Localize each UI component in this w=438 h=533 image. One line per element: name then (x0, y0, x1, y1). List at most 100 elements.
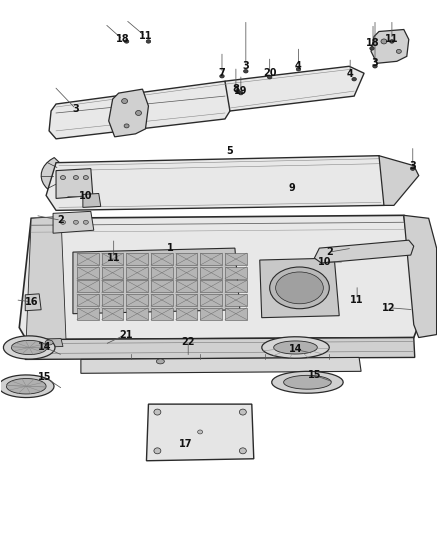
Polygon shape (77, 253, 99, 265)
Polygon shape (225, 253, 247, 265)
Ellipse shape (381, 39, 387, 44)
Text: 15: 15 (39, 372, 52, 382)
Polygon shape (176, 280, 198, 292)
Polygon shape (200, 253, 222, 265)
Text: 17: 17 (178, 439, 192, 449)
Text: 21: 21 (119, 329, 132, 340)
Text: 7: 7 (219, 68, 226, 78)
Polygon shape (272, 372, 343, 393)
Polygon shape (102, 266, 124, 279)
Polygon shape (126, 308, 148, 320)
Polygon shape (19, 215, 419, 340)
Text: 10: 10 (318, 257, 331, 267)
Polygon shape (102, 280, 124, 292)
Ellipse shape (390, 39, 394, 43)
Text: 20: 20 (263, 68, 276, 78)
Polygon shape (225, 294, 247, 306)
Polygon shape (126, 266, 148, 279)
Polygon shape (262, 337, 329, 358)
Polygon shape (53, 212, 94, 233)
Text: 16: 16 (25, 297, 38, 307)
Polygon shape (25, 294, 41, 311)
Ellipse shape (45, 340, 53, 345)
Polygon shape (151, 294, 173, 306)
Ellipse shape (244, 69, 248, 73)
Ellipse shape (74, 220, 78, 224)
Polygon shape (200, 266, 222, 279)
Ellipse shape (154, 409, 161, 415)
Ellipse shape (373, 64, 377, 68)
Ellipse shape (220, 75, 224, 78)
Text: 2: 2 (58, 215, 64, 225)
Polygon shape (200, 280, 222, 292)
Ellipse shape (296, 68, 301, 71)
Polygon shape (46, 156, 394, 211)
Polygon shape (151, 280, 173, 292)
Ellipse shape (239, 91, 243, 95)
Ellipse shape (198, 430, 203, 434)
Polygon shape (225, 308, 247, 320)
Polygon shape (77, 280, 99, 292)
Text: 18: 18 (366, 38, 380, 49)
Text: 14: 14 (39, 343, 52, 352)
Ellipse shape (135, 110, 141, 116)
Polygon shape (7, 378, 46, 394)
Polygon shape (176, 266, 198, 279)
Text: 11: 11 (350, 295, 364, 305)
Text: 3: 3 (410, 160, 416, 171)
Polygon shape (102, 308, 124, 320)
Text: 8: 8 (233, 84, 239, 94)
Text: 22: 22 (181, 336, 195, 346)
Ellipse shape (124, 124, 129, 128)
Ellipse shape (276, 272, 323, 304)
Text: 3: 3 (73, 104, 79, 114)
Ellipse shape (270, 267, 329, 309)
Text: 12: 12 (382, 303, 396, 313)
Polygon shape (379, 156, 419, 205)
Polygon shape (200, 308, 222, 320)
Ellipse shape (236, 90, 240, 93)
Polygon shape (81, 358, 361, 373)
Polygon shape (176, 294, 198, 306)
Ellipse shape (396, 50, 401, 53)
Polygon shape (49, 81, 230, 139)
Text: 3: 3 (243, 61, 249, 71)
Polygon shape (274, 341, 318, 354)
Polygon shape (151, 266, 173, 279)
Ellipse shape (60, 220, 65, 224)
Ellipse shape (83, 175, 88, 180)
Polygon shape (225, 66, 364, 111)
Ellipse shape (370, 47, 374, 50)
Text: 19: 19 (234, 86, 247, 96)
Polygon shape (284, 375, 331, 389)
Polygon shape (404, 215, 437, 337)
Ellipse shape (268, 76, 272, 79)
Polygon shape (56, 168, 93, 198)
Polygon shape (11, 341, 47, 354)
Polygon shape (41, 158, 92, 198)
Ellipse shape (60, 175, 65, 180)
Polygon shape (77, 294, 99, 306)
Ellipse shape (352, 77, 357, 81)
Text: 1: 1 (167, 243, 174, 253)
Ellipse shape (240, 409, 246, 415)
Text: 4: 4 (347, 69, 353, 79)
Polygon shape (77, 308, 99, 320)
Polygon shape (25, 337, 415, 359)
Ellipse shape (74, 175, 78, 180)
Text: 14: 14 (289, 344, 302, 354)
Polygon shape (225, 266, 247, 279)
Text: 2: 2 (326, 247, 333, 257)
Ellipse shape (156, 359, 164, 364)
Text: 11: 11 (385, 35, 399, 44)
Ellipse shape (122, 99, 127, 103)
Ellipse shape (154, 448, 161, 454)
Polygon shape (126, 253, 148, 265)
Polygon shape (29, 338, 63, 348)
Polygon shape (314, 240, 414, 263)
Text: 15: 15 (307, 370, 321, 381)
Ellipse shape (124, 39, 129, 43)
Text: 9: 9 (288, 183, 295, 193)
Text: 18: 18 (116, 35, 129, 44)
Polygon shape (176, 308, 198, 320)
